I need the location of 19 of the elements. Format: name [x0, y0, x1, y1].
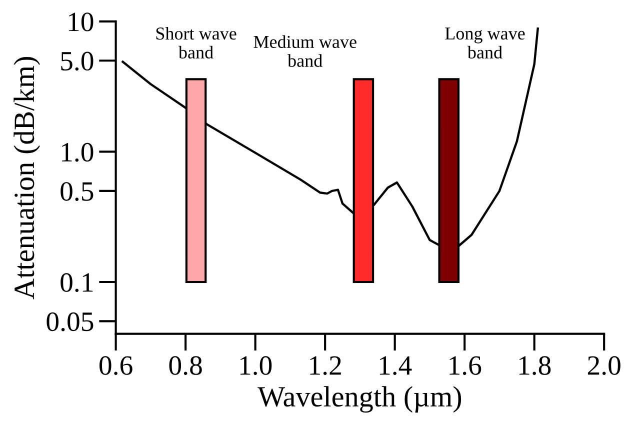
y-tick-label: 0.5 — [60, 182, 94, 201]
annotation: Short wave band — [156, 26, 236, 59]
annotation: Medium wave band — [254, 35, 356, 67]
x-axis-title: Wavelength (µm) — [258, 386, 462, 413]
y-tick-label: 10 — [68, 12, 94, 32]
x-tick-label: 2.0 — [588, 356, 620, 376]
y-tick-label: 0.1 — [60, 273, 93, 292]
y-tick-label: 1.0 — [62, 142, 94, 162]
x-tick-label: 0.8 — [169, 356, 202, 376]
annotation: Long wave band — [445, 28, 525, 59]
y-tick-label: 0.05 — [46, 312, 94, 332]
y-tick-label: 5.0 — [61, 52, 94, 71]
x-tick-label: 1.6 — [450, 356, 482, 376]
x-tick-label: 1.0 — [240, 356, 272, 376]
x-tick-label: 0.6 — [100, 356, 132, 376]
x-tick-label: 1.4 — [380, 356, 412, 376]
x-tick-label: 1.2 — [310, 356, 341, 376]
y-axis-title: Attenuation (dB/km) — [14, 56, 40, 300]
x-tick-label: 1.8 — [519, 356, 551, 376]
